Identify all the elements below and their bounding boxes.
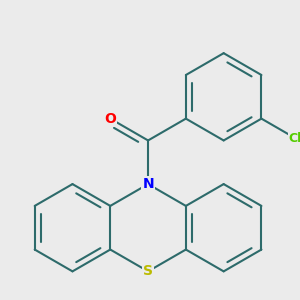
Text: Cl: Cl (289, 132, 300, 145)
Text: S: S (143, 264, 153, 278)
Text: N: N (142, 177, 154, 191)
Text: O: O (104, 112, 116, 126)
